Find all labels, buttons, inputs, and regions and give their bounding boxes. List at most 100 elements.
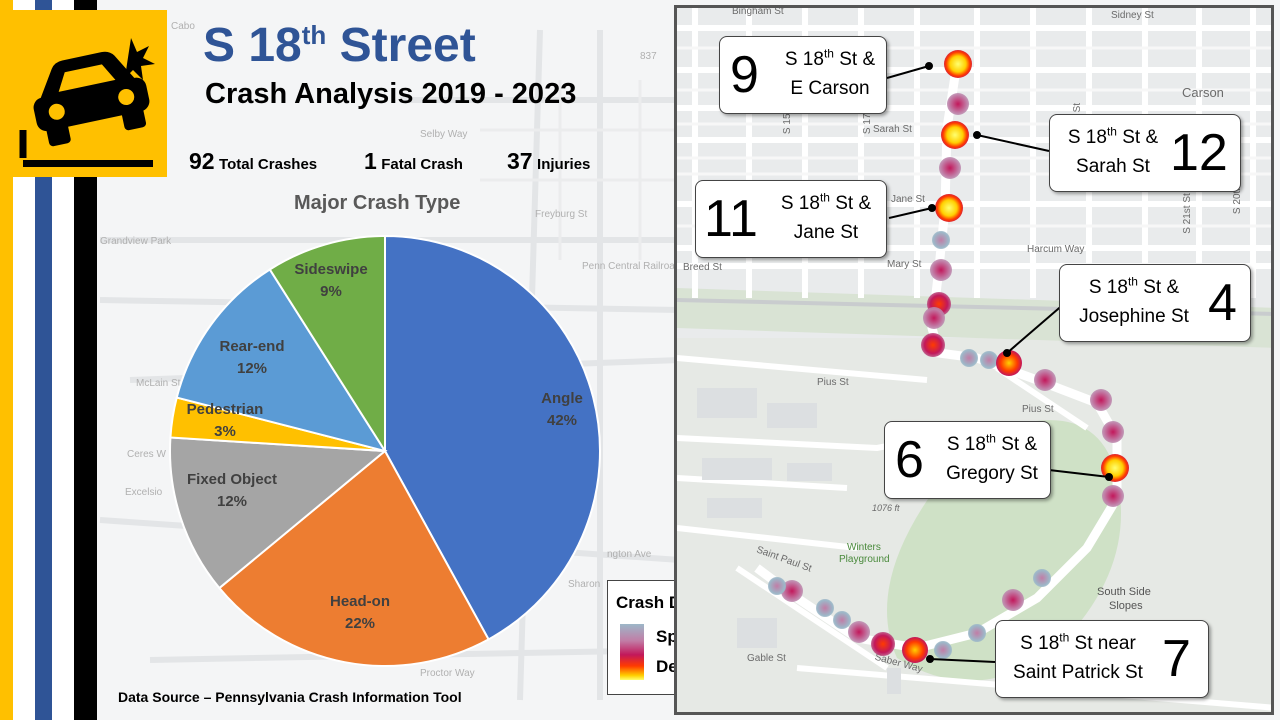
callout-location: S 18th St & Josephine St — [1079, 274, 1189, 327]
map-label: Pius St — [1022, 404, 1054, 415]
crash-hotspot — [1101, 454, 1129, 482]
map-label: Sharon — [568, 579, 600, 590]
callout-count: 7 — [1162, 630, 1191, 688]
map-label: Breed St — [683, 262, 722, 273]
callout-location: S 18th St & E Carson — [784, 46, 876, 99]
pie-label-sideswipe: Sideswipe 9% — [294, 261, 368, 300]
map-label: Selby Way — [420, 129, 467, 140]
map-label: Jane St — [891, 194, 925, 205]
callout-carson[interactable]: 9 S 18th St & E Carson — [719, 36, 887, 114]
map-label: McLain St — [136, 378, 181, 389]
map-label: Penn Central Railroad — [582, 261, 680, 272]
crash-hotspot — [960, 349, 978, 367]
map-label: Winters — [847, 542, 881, 553]
crash-hotspot — [941, 121, 969, 149]
chart-title: Major Crash Type — [294, 192, 461, 214]
stat-injuries: 37 Injuries — [507, 148, 591, 174]
crash-hotspot — [1034, 369, 1056, 391]
stat-total-crashes: 92 Total Crashes — [189, 148, 318, 174]
map-label: Sidney St — [1111, 10, 1154, 21]
crash-density-map[interactable]: Bingham St Sidney St Carson Sarah St Jan… — [674, 5, 1274, 715]
crash-hotspot — [816, 599, 834, 617]
crash-hotspot — [768, 577, 786, 595]
map-label: Gable St — [747, 653, 786, 664]
map-label: S 21st St — [1181, 193, 1193, 234]
crash-hotspot — [1033, 569, 1051, 587]
crash-hotspot — [934, 641, 952, 659]
pie-slice-head-on — [217, 449, 490, 667]
crash-hotspot — [944, 50, 972, 78]
crash-hotspot — [1090, 389, 1112, 411]
pie-slice-sideswipe — [268, 234, 386, 455]
callout-location: S 18th St & Jane St — [780, 190, 872, 243]
pie-slice-fixed-object — [169, 436, 388, 590]
crash-hotspot — [935, 194, 963, 222]
page-title: S 18th Street — [203, 19, 476, 72]
map-label: South Side — [1097, 586, 1151, 598]
crash-hotspot — [930, 259, 952, 281]
callout-count: 11 — [704, 190, 758, 248]
map-label: Mary St — [887, 259, 922, 270]
legend-gradient — [620, 624, 644, 680]
crash-hotspot — [996, 350, 1022, 376]
map-label: 1076 ft — [872, 503, 900, 513]
crash-hotspot — [921, 333, 945, 357]
map-label: Sarah St — [873, 124, 912, 135]
pie-label-head-on: Head-on 22% — [330, 593, 390, 632]
data-source: Data Source – Pennsylvania Crash Informa… — [118, 689, 462, 705]
map-label: Freyburg St — [535, 209, 587, 220]
pie-label-fixed-object: Fixed Object 12% — [186, 471, 278, 510]
map-label: Bingham St — [732, 6, 784, 17]
callout-jane[interactable]: 11 S 18th St & Jane St — [695, 180, 887, 258]
map-label: Playground — [839, 554, 890, 565]
left-stripe-yellow — [0, 0, 13, 720]
left-stripe-white — [52, 0, 74, 720]
map-label: Proctor Way — [420, 668, 475, 679]
crash-hotspot — [833, 611, 851, 629]
crash-hotspot — [902, 637, 928, 663]
page-subtitle: Crash Analysis 2019 - 2023 — [205, 78, 577, 110]
callout-count: 6 — [895, 431, 924, 489]
crash-hotspot — [947, 93, 969, 115]
callout-saint-patrick[interactable]: S 18th St near Saint Patrick St 7 — [995, 620, 1209, 698]
callout-count: 12 — [1170, 124, 1228, 182]
crash-hotspot — [871, 632, 895, 656]
left-stripe-white — [13, 0, 35, 720]
crash-hotspot — [1102, 485, 1124, 507]
callout-gregory[interactable]: 6 S 18th St & Gregory St — [884, 421, 1051, 499]
callout-count: 4 — [1208, 274, 1237, 332]
map-label: Ceres W — [127, 449, 166, 460]
crash-hotspot — [848, 621, 870, 643]
callout-location: S 18th St near Saint Patrick St — [1013, 630, 1143, 683]
map-label: Pius St — [817, 377, 849, 388]
map-label: ngton Ave — [607, 549, 652, 560]
left-stripe-blue — [35, 0, 52, 720]
callout-location: S 18th St & Gregory St — [946, 431, 1038, 484]
crash-hotspot — [781, 580, 803, 602]
callout-sarah[interactable]: S 18th St & Sarah St 12 — [1049, 114, 1241, 192]
map-label: Slopes — [1109, 600, 1143, 612]
left-stripe-black — [74, 0, 97, 720]
map-label: Harcum Way — [1027, 244, 1085, 255]
pie-label-pedestrian: Pedestrian 3% — [186, 401, 264, 440]
crash-hotspot — [932, 231, 950, 249]
map-label: Cabo — [171, 21, 195, 32]
crash-hotspot — [939, 157, 961, 179]
pie-slice-angle — [384, 234, 601, 641]
crash-hotspot — [1002, 589, 1024, 611]
callout-location: S 18th St & Sarah St — [1067, 124, 1159, 177]
crash-hotspot — [1102, 421, 1124, 443]
map-label: Carson — [1182, 85, 1224, 100]
pie-label-angle: Angle 42% — [541, 390, 583, 429]
stat-fatal-crash: 1 Fatal Crash — [364, 148, 463, 174]
callout-count: 9 — [730, 46, 759, 104]
crash-hotspot — [980, 351, 998, 369]
pie-slice-rear-end — [175, 268, 388, 453]
pie-label-rear-end: Rear-end 12% — [219, 338, 285, 377]
crash-hotspot — [968, 624, 986, 642]
car-crash-icon — [19, 38, 155, 167]
callout-josephine[interactable]: S 18th St & Josephine St 4 — [1059, 264, 1251, 342]
crash-hotspot — [923, 307, 945, 329]
map-label: Excelsio — [125, 487, 163, 498]
crash-type-pie-chart — [169, 234, 601, 667]
